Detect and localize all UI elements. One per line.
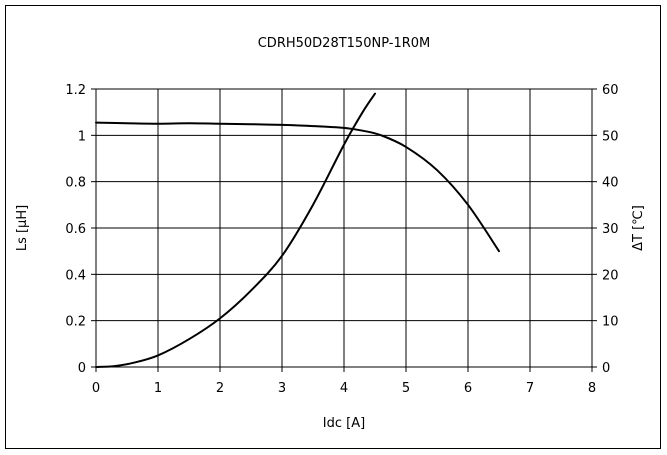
grid-lines	[91, 88, 597, 372]
y-left-tick-label: 0.2	[65, 315, 86, 330]
y-left-tick-label: 0.8	[65, 176, 86, 191]
chart-frame: CDRH50D28T150NP-1R0M 0 1 2 3 4 5 6 7 8 0 0.2 0.4 0.…	[5, 5, 661, 449]
y-right-tick-label: 50	[602, 129, 619, 144]
chart-svg: CDRH50D28T150NP-1R0M 0 1 2 3 4 5 6 7 8 0 0.2 0.4 0.…	[15, 36, 646, 431]
y-left-tick-label: 0.4	[65, 268, 86, 283]
x-tick-label: 1	[154, 381, 162, 396]
y-right-tick-label: 40	[602, 176, 619, 191]
x-tick-label: 0	[92, 381, 100, 396]
x-tick-label: 4	[340, 381, 348, 396]
y-right-tick-labels: 0 10 20 30 40 50 60	[602, 83, 619, 376]
temperature-rise-curve	[95, 92, 376, 368]
y-left-tick-label: 1	[78, 129, 86, 144]
y-left-tick-labels: 0 0.2 0.4 0.6 0.8 1 1.2	[65, 83, 86, 376]
y-left-tick-label: 0	[78, 361, 86, 376]
data-series	[95, 92, 500, 368]
y-right-tick-label: 10	[602, 315, 619, 330]
x-tick-label: 7	[526, 381, 534, 396]
chart-title: CDRH50D28T150NP-1R0M	[258, 36, 431, 51]
x-tick-label: 8	[588, 381, 596, 396]
y-left-axis-label: Ls [μH]	[15, 205, 30, 251]
x-tick-label: 5	[402, 381, 410, 396]
x-tick-label: 3	[278, 381, 286, 396]
plot-border	[95, 88, 593, 368]
y-right-axis-label: ΔT [℃]	[631, 205, 646, 251]
y-right-tick-label: 0	[602, 361, 610, 376]
x-axis-label: Idc [A]	[323, 416, 365, 431]
inductance-curve	[95, 121, 500, 253]
y-left-tick-label: 1.2	[65, 83, 86, 98]
x-tick-labels: 0 1 2 3 4 5 6 7 8	[92, 381, 596, 396]
y-left-tick-label: 0.6	[65, 222, 86, 237]
x-tick-label: 6	[464, 381, 472, 396]
y-right-tick-label: 60	[602, 83, 619, 98]
y-right-tick-label: 30	[602, 222, 619, 237]
x-tick-label: 2	[216, 381, 224, 396]
y-right-tick-label: 20	[602, 268, 619, 283]
plot-area-border	[95, 88, 593, 368]
